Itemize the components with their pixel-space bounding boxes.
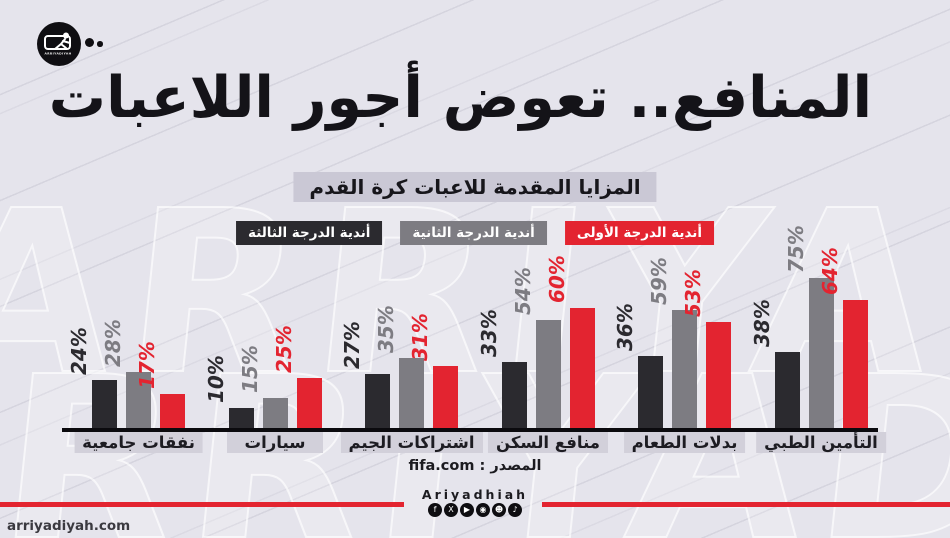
youtube-icon: ▶ [460,503,474,517]
bar: 64% [818,247,868,428]
bar-value-label: 15% [237,345,262,393]
source-credit: fifa.com : المصدر [408,458,542,474]
bar-value-label: 33% [476,309,501,357]
x-icon: X [444,503,458,517]
bar-value-label: 75% [783,225,808,273]
bar-group: 27% 35% 31% اشتراكات الجيم [340,305,483,453]
category-label: منافع السكن [487,432,609,453]
bar: 10% [204,355,254,428]
bar: 25% [272,325,322,428]
social-icons-row: f X ▶ ◉ ☻ ♪ [0,503,950,517]
bar: 17% [135,341,185,428]
instagram-icon: ◉ [476,503,490,517]
tiktok-icon: ♪ [508,503,522,517]
bar-cluster: 33% 54% 60% [477,255,595,428]
bar-value-label: 28% [101,319,125,367]
runner-logo-icon: ARRIYADIYAH [44,32,72,56]
bar-value-label: 31% [408,313,432,361]
logo-dot-small [97,41,103,47]
bar: 27% [340,321,390,428]
bar: 59% [647,257,697,428]
legend-item-third-division: أندية الدرجة الثالثة [236,221,383,245]
bar-value-label: 36% [613,303,637,351]
bar-group: 10% 15% 25% سيارات [204,325,323,453]
bar: 31% [408,313,458,428]
bar-cluster: 24% 28% 17% [67,319,185,428]
arriyadiyah-logo: ARRIYADIYAH [37,22,81,66]
bar: 60% [545,255,595,428]
bar: 15% [238,345,288,428]
category-label: سيارات [227,432,323,453]
bar-cluster: 10% 15% 25% [204,325,322,428]
bar: 36% [613,303,663,428]
bar: 28% [101,319,151,428]
bar-value-label: 64% [817,247,842,295]
bar-group: 38% 75% 64% التأمين الطبي [750,225,886,453]
bar-value-label: 60% [544,255,569,303]
bar-value-label: 53% [681,269,705,317]
bar: 35% [374,305,424,428]
footer-red-bar-right [542,502,950,507]
website-url: arriyadiyah.com [7,518,131,534]
bar-value-label: 35% [374,305,398,353]
bar: 54% [511,267,561,428]
footer-red-bar-left [0,502,404,507]
bar-value-label: 27% [340,321,364,369]
bar-value-label: 25% [271,325,296,373]
bar-value-label: 59% [647,257,671,305]
bar: 24% [67,327,117,428]
category-label: اشتراكات الجيم [340,432,483,453]
bar-value-label: 54% [510,267,535,315]
legend-item-second-division: أندية الدرجة الثانية [400,221,547,245]
bar-value-label: 38% [749,299,774,347]
bar: 33% [477,309,527,428]
chart-legend: أندية الدرجة الثالثة أندية الدرجة الثاني… [236,221,714,245]
bar-value-label: 24% [67,327,91,375]
bar-value-label: 10% [203,355,228,403]
bar: 53% [681,269,731,428]
bar-chart: 24% 28% 17% نفقات جامعية 10% 15% 25% سيارات 27% 3… [62,225,886,453]
bar-cluster: 36% 59% 53% [613,257,731,428]
logo-dot-large [85,38,94,47]
bar-cluster: 27% 35% 31% [340,305,458,428]
bar: 38% [750,299,800,428]
bar-group: 33% 54% 60% منافع السكن [477,255,609,453]
svg-text:ARRIYADIYAH: ARRIYADIYAH [45,52,72,56]
bar: 75% [784,225,834,428]
bar-group: 36% 59% 53% بدلات الطعام [613,257,746,453]
brand-name: Ariyadhiah [421,487,529,502]
bar-value-label: 17% [135,341,159,389]
facebook-icon: f [428,503,442,517]
snapchat-icon: ☻ [492,503,506,517]
bar-group: 24% 28% 17% نفقات جامعية [67,319,203,453]
bar-cluster: 38% 75% 64% [750,225,868,428]
category-label: نفقات جامعية [74,432,203,453]
page-title: المنافع.. تعوض أجور اللاعبات [48,65,872,131]
x-axis-line [62,428,878,432]
category-label: بدلات الطعام [623,432,746,453]
category-label: التأمين الطبي [756,432,886,453]
legend-item-first-division: أندية الدرجة الأولى [564,221,714,245]
chart-subtitle-badge: المزايا المقدمة للاعبات كرة القدم [293,172,657,202]
